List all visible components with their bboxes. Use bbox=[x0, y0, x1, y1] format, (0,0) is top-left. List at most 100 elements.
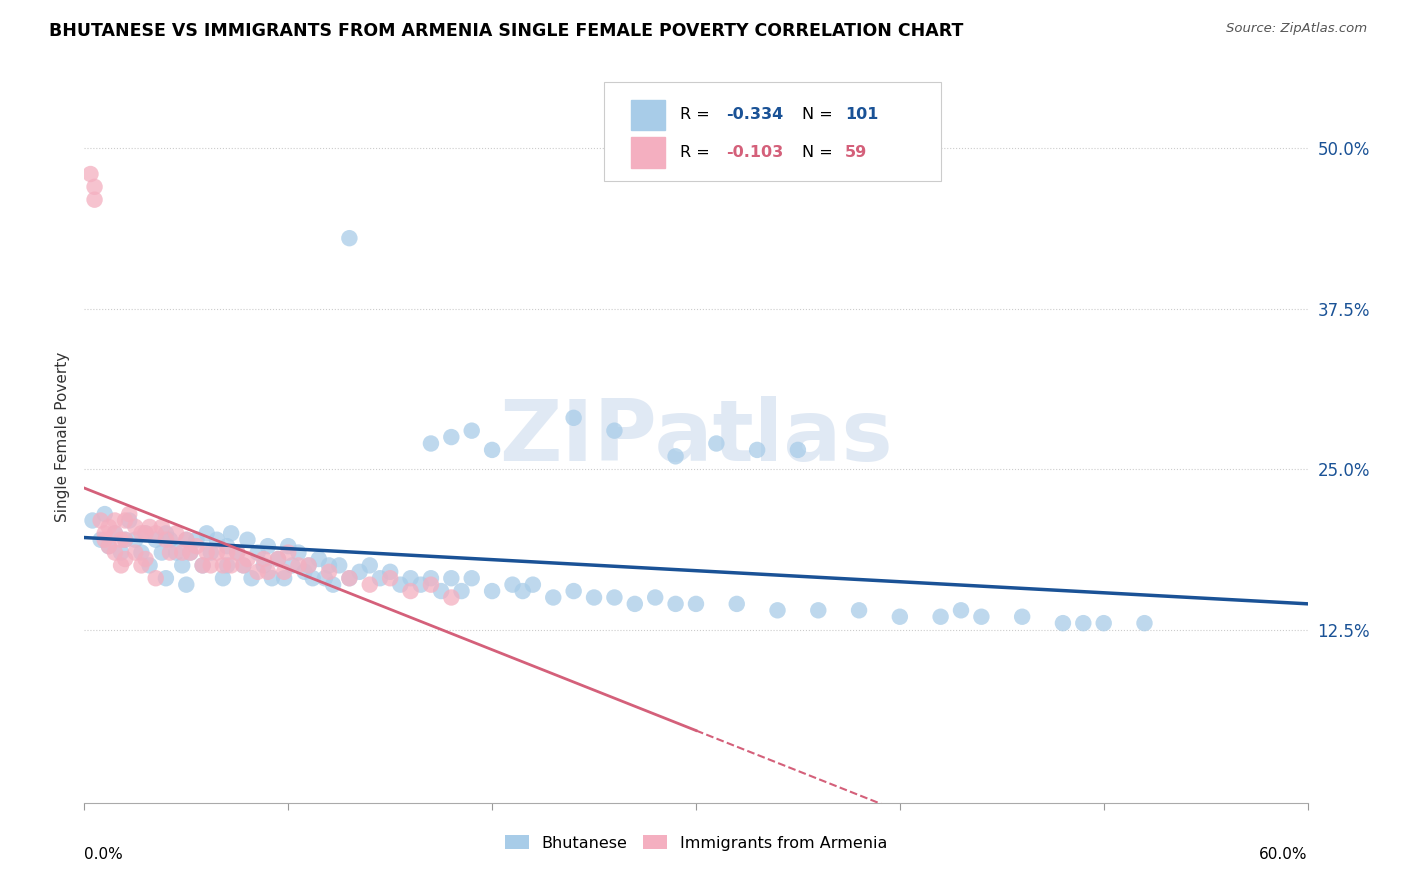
Point bbox=[110, 533, 132, 547]
Point bbox=[287, 545, 309, 559]
Point bbox=[172, 545, 194, 559]
Point bbox=[450, 584, 472, 599]
Text: 101: 101 bbox=[845, 107, 879, 122]
Point bbox=[124, 533, 146, 547]
Point bbox=[124, 520, 146, 534]
Point bbox=[159, 545, 181, 559]
Point bbox=[281, 558, 304, 573]
Point bbox=[212, 571, 235, 585]
Point bbox=[644, 591, 666, 605]
Point bbox=[368, 571, 391, 585]
Point bbox=[889, 609, 911, 624]
Point bbox=[481, 584, 503, 599]
Text: Source: ZipAtlas.com: Source: ZipAtlas.com bbox=[1226, 22, 1367, 36]
Point bbox=[430, 584, 453, 599]
Y-axis label: Single Female Poverty: Single Female Poverty bbox=[55, 352, 70, 522]
Point bbox=[172, 558, 194, 573]
Point bbox=[766, 603, 789, 617]
Point bbox=[104, 526, 127, 541]
Text: -0.334: -0.334 bbox=[727, 107, 783, 122]
Point bbox=[522, 577, 544, 591]
Point bbox=[104, 545, 127, 559]
Point bbox=[1052, 616, 1074, 631]
Point bbox=[624, 597, 647, 611]
Point bbox=[277, 539, 299, 553]
Point bbox=[359, 577, 381, 591]
Point bbox=[155, 571, 177, 585]
Point bbox=[970, 609, 993, 624]
Point bbox=[298, 558, 321, 573]
Point bbox=[322, 577, 344, 591]
Point bbox=[273, 565, 295, 579]
Point bbox=[145, 526, 167, 541]
Point bbox=[174, 577, 197, 591]
Point bbox=[328, 558, 350, 573]
Point bbox=[318, 565, 340, 579]
Point bbox=[665, 597, 688, 611]
Text: BHUTANESE VS IMMIGRANTS FROM ARMENIA SINGLE FEMALE POVERTY CORRELATION CHART: BHUTANESE VS IMMIGRANTS FROM ARMENIA SIN… bbox=[49, 22, 963, 40]
Point bbox=[440, 571, 463, 585]
Point bbox=[747, 442, 769, 457]
Point bbox=[145, 571, 167, 585]
Point bbox=[114, 514, 136, 528]
Point bbox=[1073, 616, 1095, 631]
Point bbox=[219, 526, 242, 541]
Point bbox=[179, 545, 201, 559]
Point bbox=[90, 533, 112, 547]
Bar bbox=[631, 137, 665, 168]
Point bbox=[257, 539, 280, 553]
Point bbox=[481, 442, 503, 457]
Point bbox=[1011, 609, 1033, 624]
Point bbox=[114, 533, 136, 547]
Point bbox=[253, 552, 276, 566]
Point bbox=[787, 442, 810, 457]
Point bbox=[512, 584, 534, 599]
Point bbox=[191, 558, 214, 573]
Point bbox=[131, 558, 153, 573]
Point bbox=[1133, 616, 1156, 631]
Point bbox=[339, 231, 361, 245]
Point bbox=[253, 558, 276, 573]
Point bbox=[219, 558, 242, 573]
Point bbox=[389, 577, 412, 591]
Text: 59: 59 bbox=[845, 145, 868, 161]
Point bbox=[420, 436, 443, 450]
Point bbox=[93, 526, 115, 541]
Point bbox=[165, 545, 187, 559]
Point bbox=[267, 552, 290, 566]
Point bbox=[848, 603, 870, 617]
Point bbox=[349, 565, 371, 579]
Point bbox=[339, 571, 361, 585]
Point bbox=[318, 558, 340, 573]
Point bbox=[118, 514, 141, 528]
Point bbox=[543, 591, 565, 605]
FancyBboxPatch shape bbox=[605, 82, 941, 181]
Point bbox=[725, 597, 748, 611]
Point bbox=[97, 539, 120, 553]
Text: ZIPatlas: ZIPatlas bbox=[499, 395, 893, 479]
Point bbox=[409, 577, 432, 591]
Point bbox=[186, 539, 208, 553]
Point bbox=[583, 591, 606, 605]
Point bbox=[205, 545, 228, 559]
Point bbox=[260, 571, 283, 585]
Point bbox=[807, 603, 830, 617]
Point bbox=[110, 558, 132, 573]
Text: N =: N = bbox=[803, 107, 838, 122]
Point bbox=[135, 526, 157, 541]
Point bbox=[308, 552, 330, 566]
Point bbox=[83, 193, 105, 207]
Point bbox=[929, 609, 952, 624]
Point bbox=[118, 507, 141, 521]
Point bbox=[706, 436, 728, 450]
Point bbox=[195, 526, 218, 541]
Point bbox=[399, 571, 422, 585]
Point bbox=[138, 520, 160, 534]
Point bbox=[79, 167, 101, 181]
Point bbox=[257, 565, 280, 579]
Point bbox=[93, 507, 115, 521]
Point bbox=[110, 545, 132, 559]
Point bbox=[246, 545, 269, 559]
Point bbox=[461, 424, 484, 438]
Legend: Bhutanese, Immigrants from Armenia: Bhutanese, Immigrants from Armenia bbox=[498, 829, 894, 857]
